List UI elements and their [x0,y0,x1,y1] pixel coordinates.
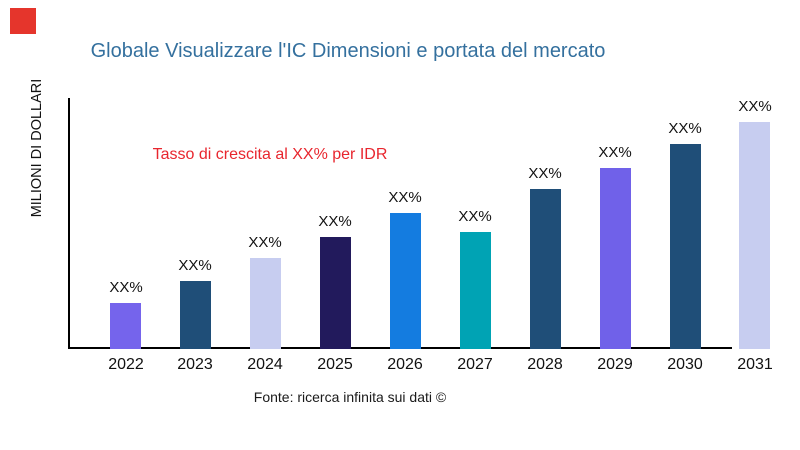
x-tick-label: 2023 [177,356,213,373]
bar-value-label: XX% [318,213,352,230]
chart-title: Globale Visualizzare l'IC Dimensioni e p… [90,40,606,62]
bar [460,232,491,349]
bar-value-label: XX% [388,189,422,206]
x-tick-label: 2027 [457,356,493,373]
y-axis-label: MILIONI DI DOLLARI [29,78,45,218]
bar [600,168,631,349]
bar-value-label: XX% [738,98,772,115]
logo-mark [10,8,36,34]
x-tick-label: 2031 [737,356,773,373]
bar-value-label: XX% [458,208,492,225]
x-tick-label: 2026 [387,356,423,373]
bar [739,122,770,349]
bar [530,189,561,349]
bar-value-label: XX% [598,144,632,161]
bar [390,213,421,349]
bar [180,281,211,349]
x-tick-label: 2028 [527,356,563,373]
x-tick-label: 2024 [247,356,283,373]
y-axis-line [68,98,70,349]
bar-value-label: XX% [668,120,702,137]
bar [110,303,141,349]
x-tick-label: 2030 [667,356,703,373]
x-tick-label: 2029 [597,356,633,373]
x-tick-label: 2022 [108,356,144,373]
bar-value-label: XX% [178,257,212,274]
bar-value-label: XX% [109,279,143,296]
bar [250,258,281,349]
bar-value-label: XX% [528,165,562,182]
bar-value-label: XX% [248,234,282,251]
growth-rate-annotation: Tasso di crescita al XX% per IDR [152,146,388,163]
bar [670,144,701,349]
x-tick-label: 2025 [317,356,353,373]
bar [320,237,351,349]
source-attribution: Fonte: ricerca infinita sui dati © [253,389,447,405]
